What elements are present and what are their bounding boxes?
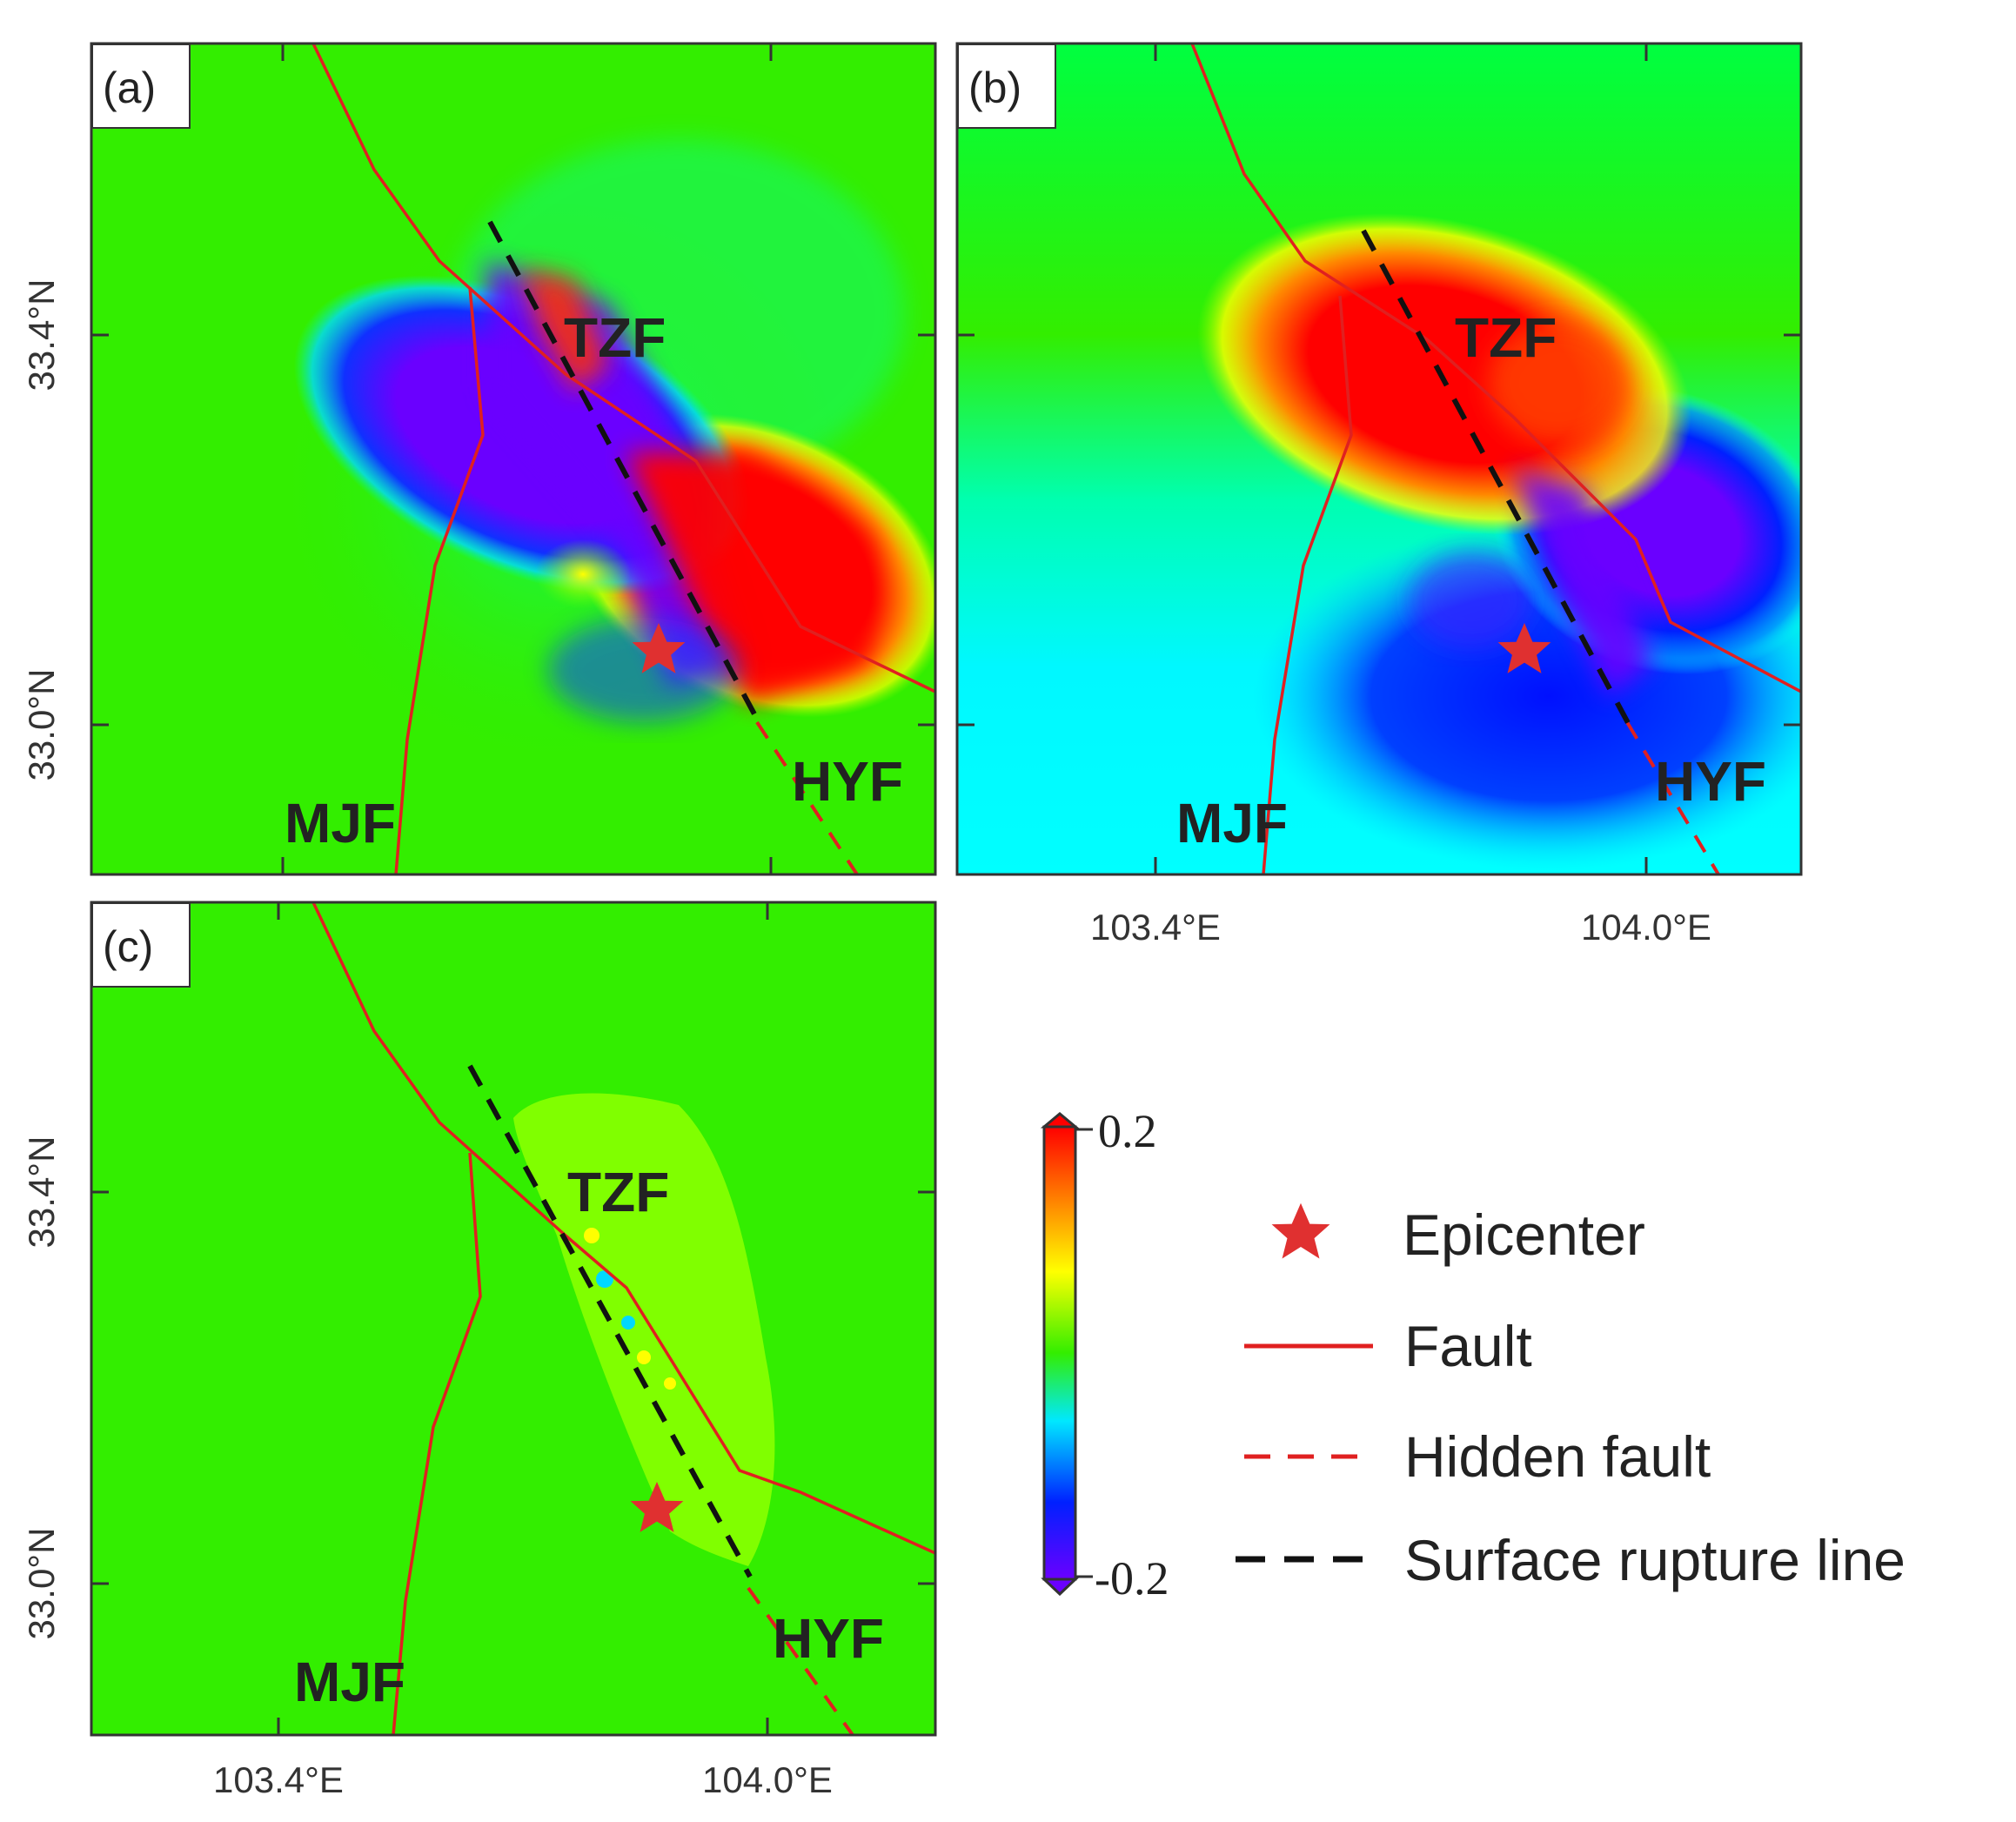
panel-c-lat-tick-2: 33.0°N [21, 1528, 62, 1640]
panel-b: (b) TZF HYF MJF 103.4°E 104.0°E [955, 42, 1803, 948]
panel-b-lon-tick-2: 104.0°E [1581, 907, 1711, 948]
panel-a-label: (a) [103, 64, 156, 112]
panel-a-tzf-label: TZF [564, 306, 666, 369]
legend: Epicenter Fault Hidden fault Surface rup… [1236, 1202, 1905, 1592]
legend-epicenter-label: Epicenter [1403, 1202, 1645, 1267]
panel-b-map [957, 44, 1801, 874]
panel-b-lon-tick-1: 103.4°E [1090, 907, 1221, 948]
panel-a: (a) TZF HYF MJF 33.4°N 33.0°N [21, 42, 937, 876]
panel-c-lat-tick-1: 33.4°N [21, 1136, 62, 1249]
panel-a-mjf-label: MJF [285, 792, 396, 854]
panel-b-hyf-label: HYF [1655, 750, 1766, 813]
panel-b-mjf-label: MJF [1176, 792, 1288, 854]
colorbar: 0.2 -0.2 [1040, 1105, 1169, 1604]
panel-c-lon-tick-1: 103.4°E [213, 1759, 344, 1800]
panel-c-hyf-label: HYF [773, 1607, 884, 1670]
panel-a-lat-tick-2: 33.0°N [21, 669, 62, 781]
panel-c: (c) TZF HYF MJF 33.4°N 33.0°N 103.4°E 10… [21, 901, 937, 1800]
panel-c-ticks [91, 902, 935, 1735]
panel-c-map [91, 902, 935, 1735]
panel-b-tzf-label: TZF [1455, 306, 1557, 369]
panel-a-ticks [91, 44, 935, 874]
legend-fault-label: Fault [1404, 1314, 1532, 1378]
panel-c-label: (c) [103, 922, 153, 971]
panel-a-hyf-label: HYF [792, 750, 903, 813]
panel-b-label: (b) [968, 64, 1021, 112]
legend-hidden-fault-label: Hidden fault [1404, 1424, 1711, 1489]
colorbar-min-label: -0.2 [1095, 1552, 1169, 1604]
legend-surface-rupture-label: Surface rupture line [1404, 1528, 1905, 1592]
panel-c-lon-tick-2: 104.0°E [702, 1759, 833, 1800]
panel-b-ticks [957, 44, 1801, 874]
panel-a-map [91, 44, 935, 874]
panel-a-lat-tick-1: 33.4°N [21, 279, 62, 392]
panel-c-tzf-label: TZF [567, 1161, 669, 1223]
colorbar-max-label: 0.2 [1098, 1105, 1157, 1157]
legend-epicenter-star-icon [1271, 1202, 1330, 1259]
panel-c-mjf-label: MJF [294, 1651, 405, 1713]
